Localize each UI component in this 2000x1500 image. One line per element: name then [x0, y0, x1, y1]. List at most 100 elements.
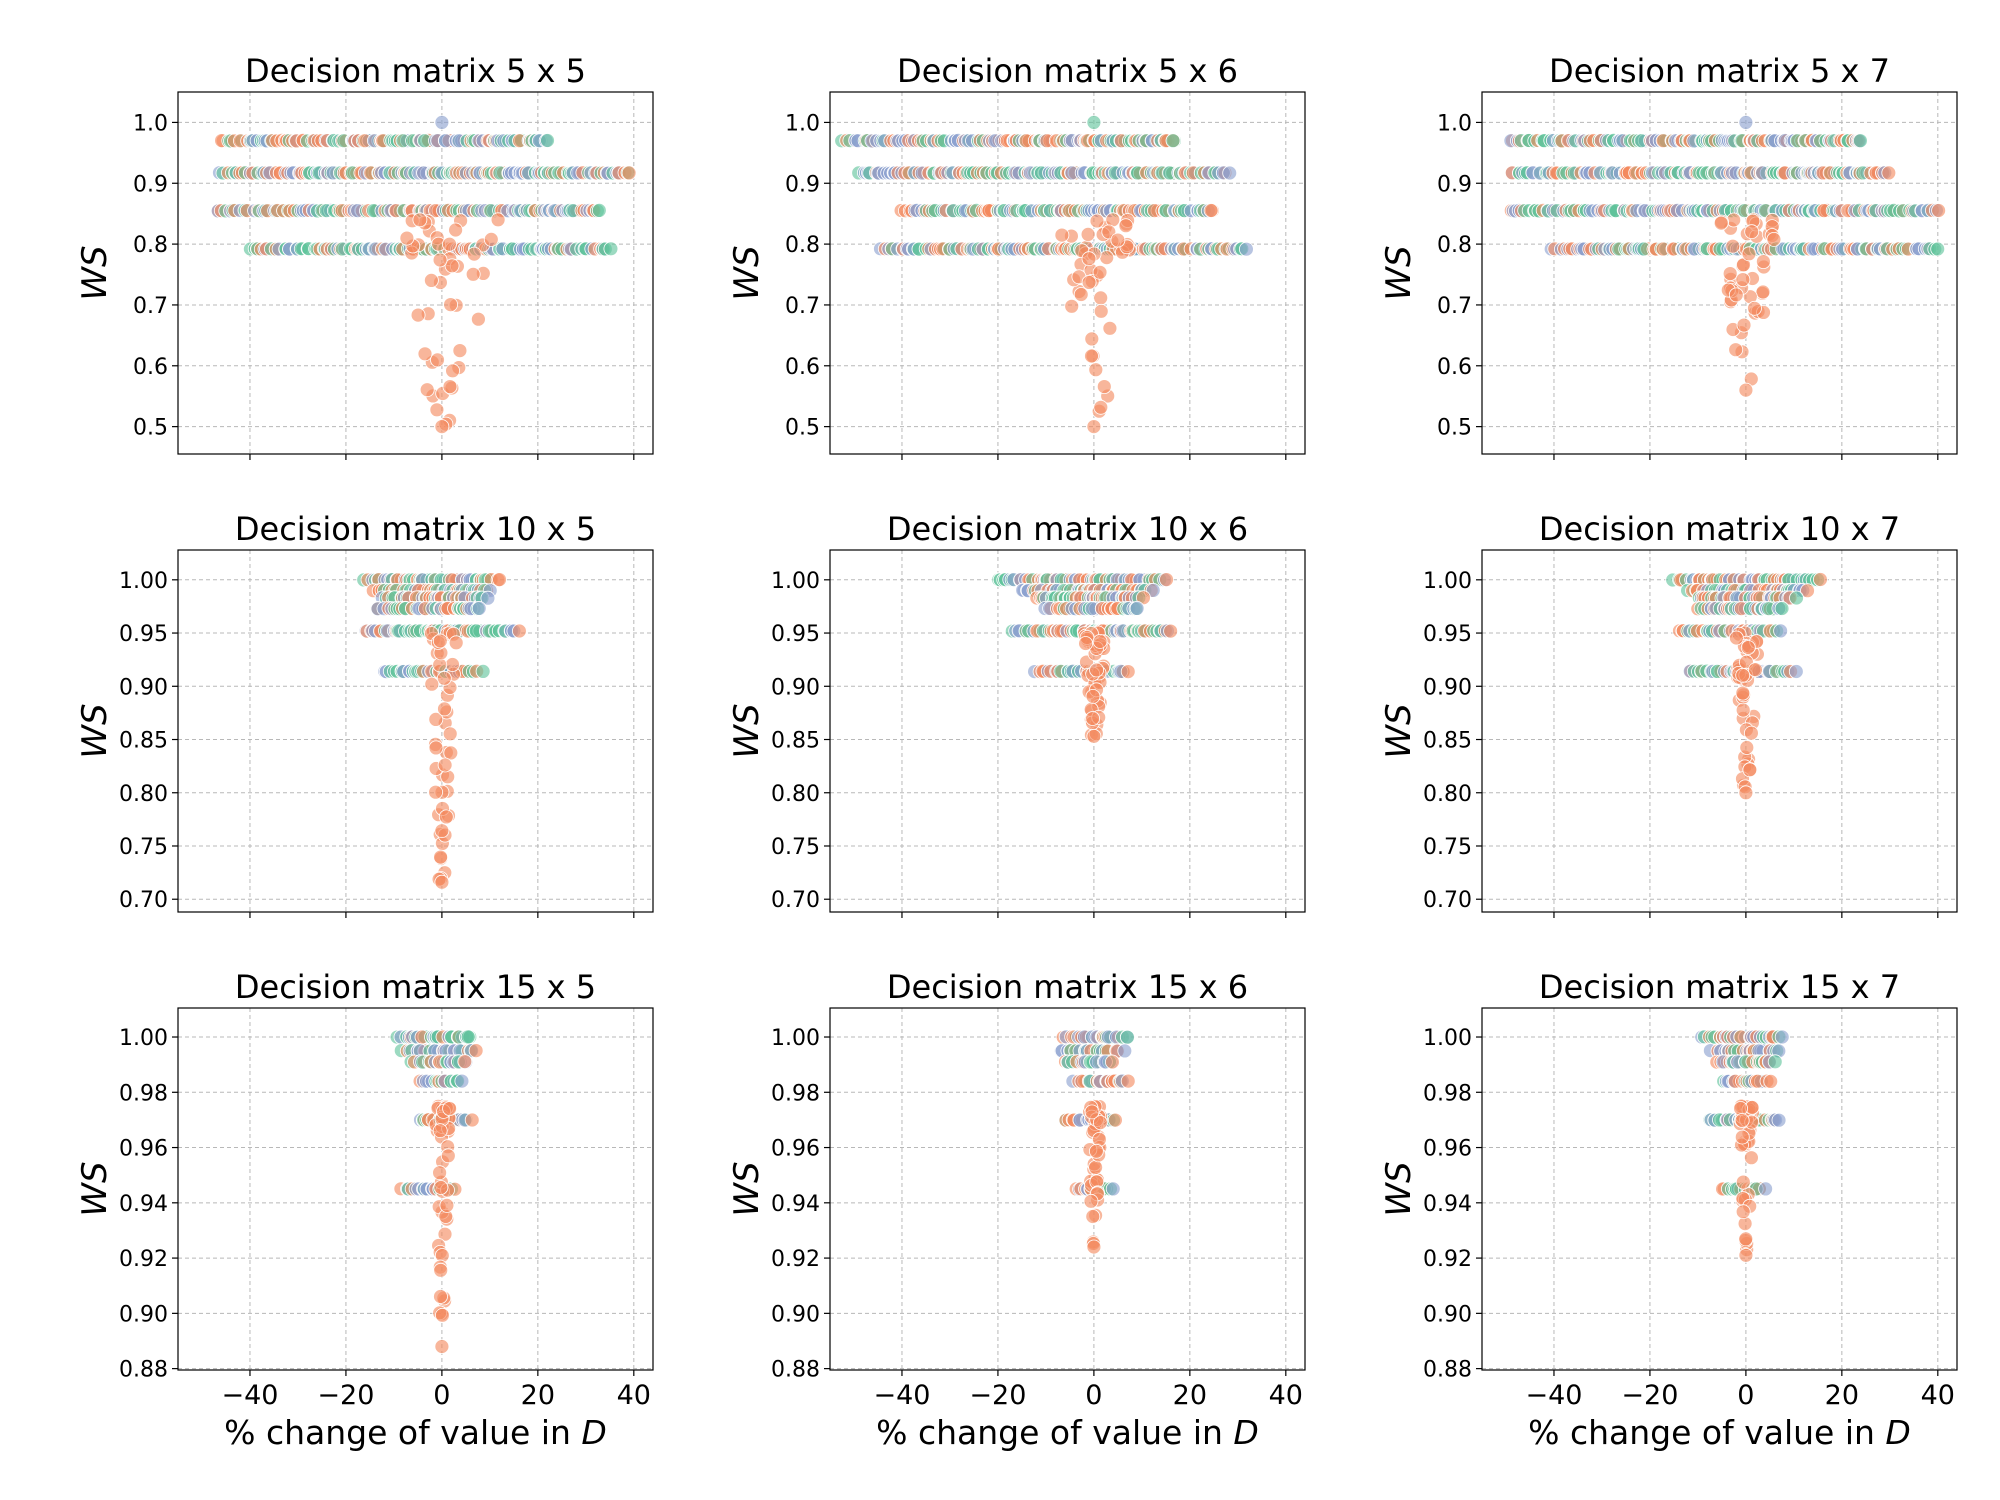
y-tick-label: 0.6	[1437, 355, 1472, 380]
data-point-orange	[1085, 689, 1101, 704]
x-axis-label: % change of value in D	[224, 1413, 607, 1452]
data-point-orange	[1728, 287, 1744, 303]
x-tick-label: 40	[1269, 1380, 1303, 1411]
data-point-orange	[442, 726, 458, 742]
data-point-orange	[445, 657, 460, 672]
y-tick-label: 0.80	[1423, 782, 1472, 807]
y-tick-label: 0.95	[119, 622, 168, 647]
data-point-orange	[1093, 303, 1109, 319]
y-tick-label: 0.92	[771, 1247, 820, 1272]
subplot-6: 0.70 0.75 0.80 0.85 0.90 0.95 1.00 Decision mat…	[1379, 510, 1958, 918]
x-tick-label: −40	[1525, 1380, 1582, 1411]
data-point-orange	[1931, 203, 1946, 218]
data-point-orange	[1105, 1054, 1120, 1070]
data-point-orange	[442, 236, 457, 252]
data-point-orange	[1713, 215, 1729, 231]
y-tick-label: 0.75	[119, 835, 168, 860]
subplot-5: 0.70 0.75 0.80 0.85 0.90 0.95 1.00 Decision mat…	[727, 510, 1306, 918]
data-point-orange	[1735, 1204, 1751, 1220]
data-point-orange	[1755, 284, 1771, 300]
data-point-green	[1165, 133, 1181, 149]
data-point-orange	[442, 379, 458, 395]
data-point-orange	[1741, 246, 1757, 262]
data-point-orange	[1088, 1160, 1103, 1175]
data-points	[991, 572, 1178, 744]
data-points	[834, 115, 1254, 435]
data-point-orange	[464, 1112, 480, 1128]
data-point-orange	[433, 1262, 449, 1278]
x-tick-label: −20	[317, 1380, 374, 1411]
data-points	[1694, 1029, 1790, 1263]
data-point-orange	[1089, 213, 1105, 229]
data-point-green	[475, 664, 491, 679]
data-point-orange	[437, 701, 452, 717]
data-point-orange	[410, 307, 426, 323]
data-point-green	[540, 133, 555, 148]
y-tick-label: 0.90	[119, 675, 168, 700]
subplot-9: −40 −20 0 20 40 0.88 0.90 0.92 0.94 0.96 0.98 1.00 D…	[1379, 968, 1958, 1452]
y-tick-label: 1.0	[1437, 111, 1472, 136]
y-tick-label: 1.00	[119, 1026, 168, 1051]
x-tick-label: 0	[1085, 1380, 1102, 1411]
data-point-orange	[417, 346, 433, 362]
data-point-orange	[1735, 1174, 1751, 1190]
y-tick-label: 0.94	[771, 1192, 820, 1217]
y-tick-label: 0.90	[771, 1302, 820, 1327]
data-point-orange	[1738, 1247, 1754, 1263]
data-point-orange	[1726, 212, 1742, 228]
data-point-orange	[448, 222, 464, 238]
data-point-orange	[1738, 785, 1754, 801]
data-point-orange	[1093, 290, 1109, 306]
y-tick-label: 0.6	[785, 355, 820, 380]
data-point-orange	[1099, 250, 1115, 266]
data-point-orange	[1078, 636, 1093, 651]
y-axis-label: WS	[75, 1161, 115, 1216]
x-tick-label: −20	[1621, 1380, 1678, 1411]
data-point-orange	[1054, 227, 1070, 243]
subplot-title: Decision matrix 5 x 5	[245, 52, 586, 90]
y-tick-label: 0.5	[785, 416, 820, 441]
data-point-orange	[1084, 348, 1099, 364]
data-point-orange	[1073, 287, 1089, 302]
subplot-3: 0.5 0.6 0.7 0.8 0.9 1.0 Decision matrix 5 x 7 W…	[1379, 52, 1958, 460]
data-point-blue	[1222, 165, 1238, 181]
y-axis-label: WS	[1379, 1161, 1419, 1216]
data-point-green	[603, 241, 619, 257]
data-point-green	[1930, 241, 1946, 257]
data-point-orange	[1084, 1104, 1100, 1120]
data-point-orange	[1086, 419, 1102, 435]
data-point-orange	[432, 252, 448, 268]
y-tick-label: 0.7	[133, 294, 168, 319]
data-point-orange	[430, 352, 445, 368]
data-point-blue	[1129, 601, 1145, 616]
data-point-orange	[1064, 298, 1080, 314]
subplot-title: Decision matrix 5 x 6	[897, 52, 1238, 90]
data-point-orange	[1108, 1112, 1123, 1128]
data-point-orange	[1163, 623, 1178, 639]
y-tick-label: 1.00	[1423, 569, 1472, 594]
subplot-title: Decision matrix 10 x 7	[1539, 510, 1900, 548]
data-point-orange	[492, 572, 507, 587]
data-point-orange	[434, 1339, 450, 1354]
y-tick-label: 0.96	[1423, 1137, 1472, 1162]
y-axis-label: WS	[1379, 703, 1419, 758]
data-point-orange	[434, 1307, 450, 1323]
data-point-orange	[457, 1054, 473, 1069]
y-tick-label: 1.0	[785, 111, 820, 136]
data-point-blue	[1738, 115, 1754, 130]
data-point-orange	[1725, 238, 1741, 254]
data-point-orange	[432, 1123, 448, 1139]
y-tick-label: 0.9	[1437, 172, 1472, 197]
data-point-orange	[434, 823, 450, 839]
y-tick-label: 0.85	[771, 729, 820, 754]
data-point-orange	[1085, 1209, 1101, 1224]
y-tick-label: 0.85	[119, 729, 168, 754]
data-point-orange	[1740, 640, 1756, 655]
data-point-orange	[1085, 711, 1100, 726]
x-tick-label: 0	[1737, 1380, 1754, 1411]
data-point-orange	[1093, 399, 1109, 415]
data-point-orange	[434, 874, 450, 890]
data-point-orange	[1747, 300, 1762, 316]
plot-frame	[829, 91, 1306, 455]
y-tick-label: 0.70	[1423, 888, 1472, 913]
